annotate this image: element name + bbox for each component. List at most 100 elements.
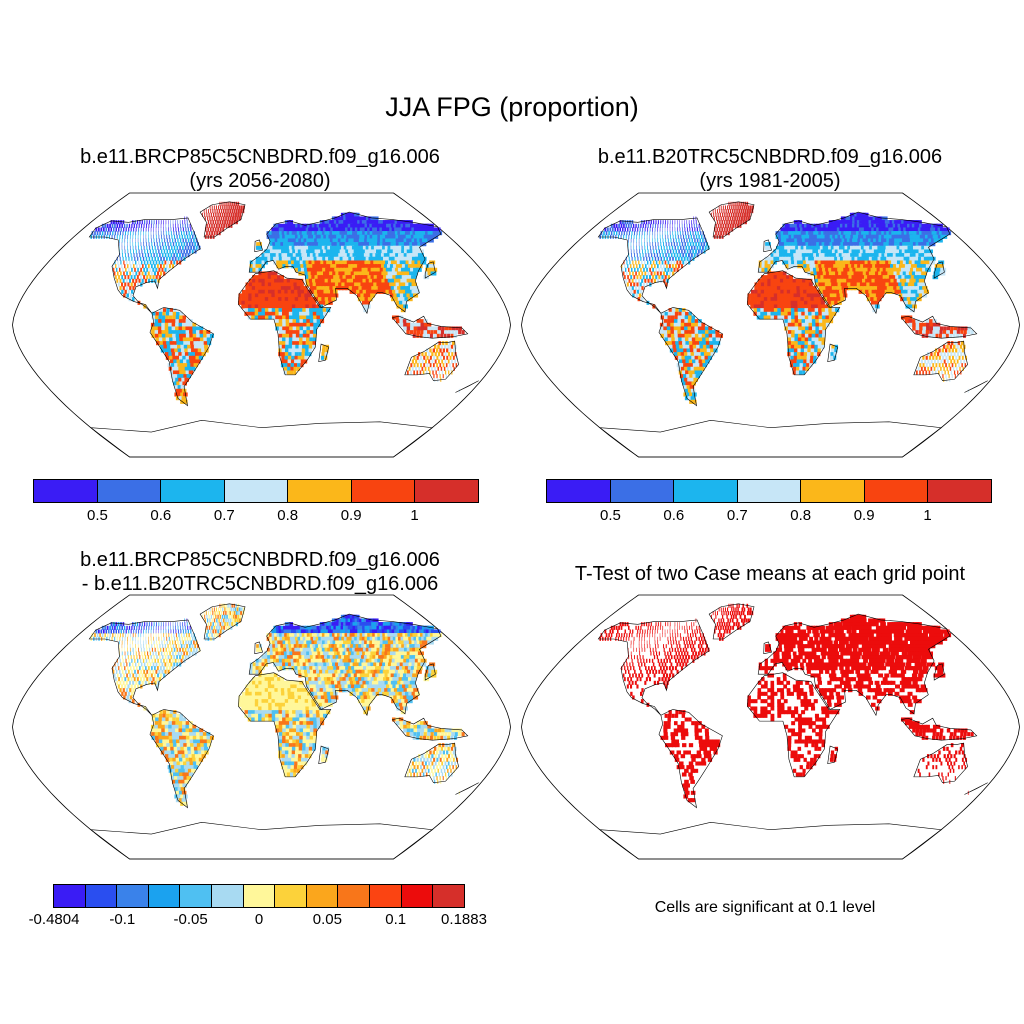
colorbar-historical [546,479,992,503]
panel-historical-title-line1: b.e11.B20TRC5CNBDRD.f09_g16.006 [597,146,943,168]
coastline [933,663,945,681]
coastline [404,340,459,382]
colorbar-swatch [97,480,162,502]
colorbar-swatch [401,885,434,907]
coastline [199,603,246,640]
colorbar-future-labels: 0.5 0.6 0.7 0.8 0.9 1 [33,507,479,527]
colorbar-swatch [338,885,371,907]
coastline [199,201,246,238]
map-ttest [521,594,1020,860]
colorbar-swatch [370,885,402,907]
colorbar-swatch [117,885,149,907]
colorbar-tick-label: 0.9 [853,507,875,524]
coastline [964,782,988,795]
coastline [254,239,264,253]
coastline [757,613,951,717]
colorbar-tick-label: 0.5 [86,507,108,524]
antarctica-coastline [598,420,942,458]
coastline [708,201,755,238]
colorbar-swatch [180,885,213,907]
coastline [238,270,332,376]
panel-difference-title-line1: b.e11.BRCP85C5CNBDRD.f09_g16.006 [80,549,440,571]
colorbar-future [33,479,479,503]
map-historical [521,192,1020,458]
coastline [404,742,459,784]
coastline [597,217,710,314]
coastline [248,613,442,717]
panel-difference-title: b.e11.BRCP85C5CNBDRD.f09_g16.006 - b.e11… [10,548,510,596]
colorbar-swatch [288,480,352,502]
colorbar-swatch [275,885,307,907]
coastline [913,742,968,784]
coastline [964,380,988,393]
coastline [391,717,469,741]
colorbar-tick-label: 1 [923,507,932,524]
colorbar-difference [53,884,465,908]
panel-future-title-line2: (yrs 2056-2080) [189,170,331,192]
colorbar-swatch [212,885,244,907]
coastline [424,663,436,681]
coastline [708,603,755,640]
map-difference [12,594,511,860]
colorbar-swatch [243,885,276,907]
colorbar-tick-label: -0.1 [109,911,136,928]
colorbar-swatch [351,480,416,502]
coastline [318,343,330,363]
colorbar-tick-label: 0.1883 [441,911,487,928]
colorbar-tick-label: 0.1 [385,911,407,928]
colorbar-swatch [928,480,992,502]
colorbar-swatch [306,885,339,907]
panel-historical-title: b.e11.B20TRC5CNBDRD.f09_g16.006 (yrs 198… [520,145,1020,193]
significance-note: Cells are significant at 0.1 level [654,899,876,916]
panel-future-title: b.e11.BRCP85C5CNBDRD.f09_g16.006 (yrs 20… [10,145,510,193]
colorbar-tick-label: 0.6 [150,507,172,524]
coastline [88,217,201,314]
colorbar-swatch [54,885,86,907]
colorbar-tick-label: 0.05 [312,911,342,928]
coastline [248,211,442,315]
colorbar-tick-label: 0.9 [340,507,362,524]
colorbar-swatch [864,480,929,502]
colorbar-swatch [547,480,611,502]
colorbar-swatch [224,480,289,502]
colorbar-swatch [610,480,675,502]
coastline [763,239,773,253]
coastline [455,380,479,393]
colorbar-tick-label: 0.7 [213,507,235,524]
colorbar-tick-label: 0.5 [599,507,621,524]
coastline [424,261,436,279]
coastline [827,745,839,765]
coastline [933,261,945,279]
coastline [318,745,330,765]
colorbar-historical-labels: 0.5 0.6 0.7 0.8 0.9 1 [546,507,992,527]
panel-difference-title-line2: - b.e11.B20TRC5CNBDRD.f09_g16.006 [81,573,439,595]
colorbar-swatch [85,885,118,907]
coastline [254,641,264,655]
panel-historical-title-line2: (yrs 1981-2005) [699,170,841,192]
colorbar-swatch [737,480,802,502]
map-future [12,192,511,458]
coastline [900,315,978,339]
coastline [827,343,839,363]
coastline [900,717,978,741]
colorbar-swatch [161,480,225,502]
coastline [747,270,841,376]
colorbar-swatch [433,885,464,907]
figure-title: JJA FPG (proportion) [385,92,639,122]
colorbar-tick-label: -0.05 [173,911,208,928]
coastline [658,709,723,809]
coastline [747,672,841,778]
coastline [658,307,723,407]
coastline [238,672,332,778]
colorbar-tick-label: 0.7 [726,507,748,524]
colorbar-swatch [801,480,865,502]
coastline [455,782,479,795]
panel-ttest-title: T-Test of two Case means at each grid po… [574,563,966,585]
antarctica-coastline [89,822,433,860]
colorbar-tick-label: 0.8 [790,507,812,524]
coastline [391,315,469,339]
coastline [597,619,710,716]
panel-future-title-line1: b.e11.BRCP85C5CNBDRD.f09_g16.006 [80,146,440,168]
antarctica-coastline [89,420,433,458]
colorbar-swatch [674,480,738,502]
